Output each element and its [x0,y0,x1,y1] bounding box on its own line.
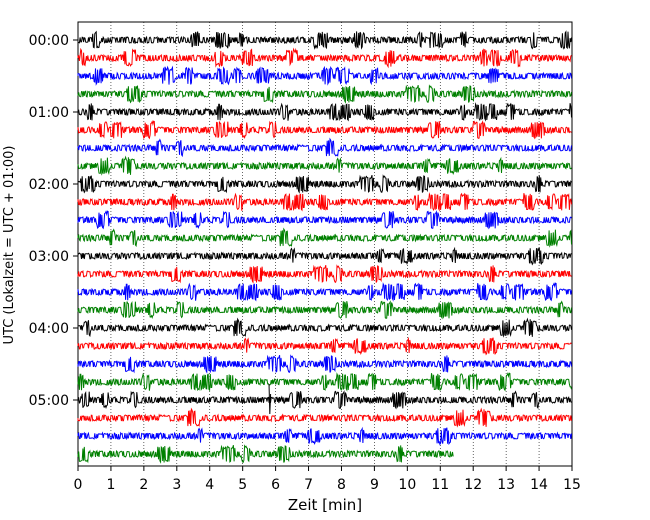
seismogram-trace [77,84,572,104]
seismogram-trace [77,426,572,446]
seismogram-trace [77,30,572,50]
seismogram-trace [77,317,572,338]
y-tick-label: 02:00 [29,177,69,193]
y-tick-label: 04:00 [29,321,69,337]
x-tick-label: 6 [271,477,280,493]
x-tick-label: 0 [74,477,83,493]
x-tick-label: 12 [464,477,482,493]
x-tick-label: 5 [238,477,247,493]
x-tick-label: 11 [431,477,449,493]
seismogram-trace [77,383,572,415]
seismogram-trace [77,282,572,302]
seismogram-trace [77,210,572,230]
x-tick-label: 7 [304,477,313,493]
seismogram-trace [77,227,572,248]
seismogram-trace [77,120,572,140]
x-tick-label: 8 [337,477,346,493]
x-tick-label: 14 [530,477,548,493]
seismogram-trace [77,354,572,374]
seismogram-trace [77,300,572,320]
seismogram-trace [77,407,572,428]
seismogram-traces [77,30,572,464]
y-tick-label: 05:00 [29,393,69,409]
x-tick-label: 1 [106,477,115,493]
y-axis-ticks: 00:00 01:00 02:00 03:00 04:00 05:00 [29,33,78,409]
x-tick-label: 2 [139,477,148,493]
x-axis-label: Zeit [min] [288,496,362,514]
y-tick-label: 01:00 [29,105,69,121]
x-tick-label: 4 [205,477,214,493]
seismogram-trace [77,372,572,392]
x-tick-label: 13 [497,477,515,493]
y-tick-label: 00:00 [29,33,69,49]
seismogram-trace [77,137,572,158]
seismogram-trace [77,155,572,176]
seismogram-trace [77,246,572,266]
seismogram-trace [77,264,572,284]
seismogram-trace [77,192,572,212]
x-axis-ticks: 0 1 2 3 4 5 6 7 8 9 10 11 12 13 14 15 [74,466,581,493]
x-tick-label: 10 [398,477,416,493]
grid-lines [110,22,540,466]
seismogram-trace [77,102,572,122]
y-axis-label: UTC (Lokalzeit = UTC + 01:00) [2,146,17,345]
x-tick-label: 15 [563,477,581,493]
seismogram-trace [77,65,572,86]
seismogram-trace [77,444,454,464]
x-tick-label: 9 [370,477,379,493]
y-tick-label: 03:00 [29,249,69,265]
seismogram-trace [77,47,572,69]
x-tick-label: 3 [172,477,181,493]
seismogram-trace [77,174,572,194]
seismogram-trace [77,336,572,356]
